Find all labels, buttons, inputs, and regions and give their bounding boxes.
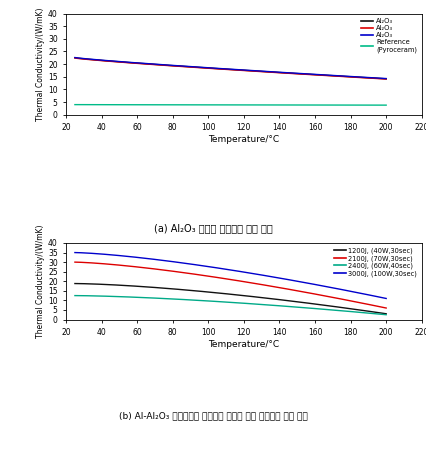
Text: (a) Al₂O₃ 시편의 열전도도 측정 결과: (a) Al₂O₃ 시편의 열전도도 측정 결과 — [154, 224, 272, 234]
Text: (b) Al-Al₂O₃ 방열시편의 표면처리 조건에 따른 열전도도 측정 결과: (b) Al-Al₂O₃ 방열시편의 표면처리 조건에 따른 열전도도 측정 결… — [118, 412, 308, 421]
Legend: 1200J, (40W,30sec), 2100J, (70W,30sec), 2400J, (60W,40sec), 3000J, (100W,30sec): 1200J, (40W,30sec), 2100J, (70W,30sec), … — [332, 246, 418, 278]
Y-axis label: Thermal Conductivity/(W/mK): Thermal Conductivity/(W/mK) — [36, 7, 45, 121]
X-axis label: Temperature/°C: Temperature/°C — [208, 340, 279, 349]
Y-axis label: Thermal Conductivity/(W/mK): Thermal Conductivity/(W/mK) — [36, 225, 45, 338]
Legend: Al₂O₃, Al₂O₃, Al₂O₃, Reference
(Pyroceram): Al₂O₃, Al₂O₃, Al₂O₃, Reference (Pyrocera… — [360, 17, 418, 54]
X-axis label: Temperature/°C: Temperature/°C — [208, 135, 279, 144]
